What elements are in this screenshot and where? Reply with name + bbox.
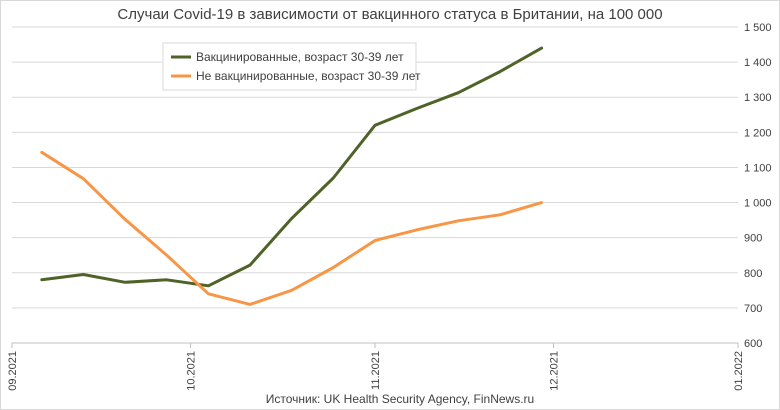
y-tick-label: 1 100	[744, 162, 772, 174]
y-tick-label: 1 300	[744, 92, 772, 104]
x-tick-label: 09.2021	[7, 351, 19, 391]
series-line-1	[40, 46, 544, 288]
series-layer	[40, 46, 544, 306]
chart-title: Случаи Covid-19 в зависимости от вакцинн…	[117, 6, 662, 23]
axes: 600 700 800 900 1 000 1 100 1 200 1 300 1 400 1 5…	[7, 22, 772, 391]
legend-label-2: Не вакцинированные, возраст 30-39 лет	[196, 69, 421, 83]
legend: Вакцинированные, возраст 30-39 лет Не вак…	[162, 42, 421, 91]
y-tick-label: 1 000	[744, 198, 772, 210]
x-tick-label: 01.2022	[733, 351, 745, 391]
y-tick-label: 900	[744, 233, 762, 245]
source-note: Источник: UK Health Security Agency, Fin…	[266, 392, 534, 406]
x-tick-label: 12.2021	[549, 351, 561, 391]
y-tick-label: 800	[744, 268, 762, 280]
y-tick-label: 1 500	[744, 22, 772, 34]
legend-box	[162, 42, 417, 91]
legend-label-1: Вакцинированные, возраст 30-39 лет	[196, 50, 404, 64]
x-tick-label: 10.2021	[186, 351, 198, 391]
y-tick-label: 1 200	[744, 127, 772, 139]
x-tick-label: 11.2021	[370, 351, 382, 390]
y-tick-label: 1 400	[744, 57, 772, 69]
y-tick-label: 600	[744, 338, 762, 350]
grid-lines	[12, 26, 738, 309]
y-tick-label: 700	[744, 303, 762, 315]
series-line-2	[40, 150, 544, 306]
